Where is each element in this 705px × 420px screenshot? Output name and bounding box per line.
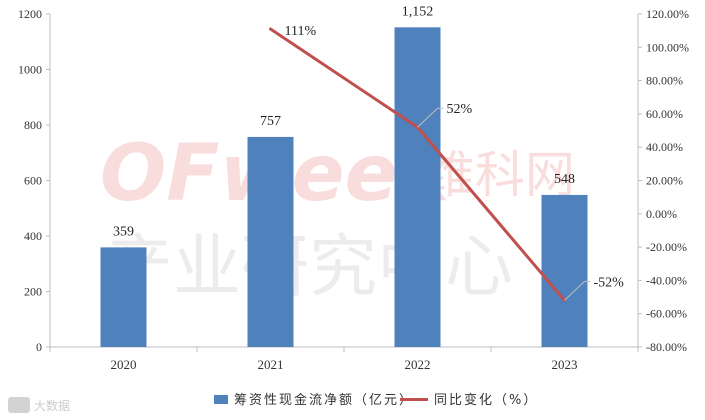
- bar-series: [100, 27, 588, 347]
- label-leader-line: [564, 281, 585, 301]
- y-left-tick-label: 1200: [18, 7, 42, 21]
- watermark-brand-cn: 维科网: [425, 146, 575, 204]
- y-left-tick-label: 0: [36, 340, 42, 354]
- x-tick-label: 2023: [552, 357, 578, 372]
- line-point: [269, 27, 272, 31]
- bar-value-label: 548: [554, 172, 575, 187]
- watermark: OFweek 维科网 产业研究中心: [100, 129, 575, 307]
- y-right-tick-label: 0.00%: [646, 207, 677, 221]
- line-value-label: -52%: [594, 275, 625, 290]
- line-value-label: 52%: [447, 102, 473, 117]
- bar: [247, 136, 294, 347]
- x-tick-label: 2022: [405, 357, 431, 372]
- source-tag-label: 大数据: [34, 398, 70, 413]
- x-tick-label: 2020: [111, 357, 137, 372]
- y-right-tick-label: -60.00%: [646, 307, 687, 321]
- bar: [394, 27, 441, 347]
- y-left-tick-label: 1000: [18, 63, 42, 77]
- y-right-tick-label: -80.00%: [646, 340, 687, 354]
- source-tag: 大数据: [8, 397, 70, 413]
- bar: [100, 247, 147, 347]
- label-leader-line: [417, 107, 438, 128]
- bar-value-label: 359: [113, 224, 134, 239]
- y-left-tick-label: 600: [24, 174, 42, 188]
- source-tag-icon: [8, 397, 30, 413]
- y-left-tick-label: 800: [24, 118, 42, 132]
- y-right-tick-label: -20.00%: [646, 240, 687, 254]
- x-tick-label: 2021: [258, 357, 284, 372]
- legend-swatch-bar: [214, 395, 228, 404]
- y-left-tick-label: 400: [24, 229, 42, 243]
- axes: 0 200 400 600 800 1000 1200 -80.00% -60.00% -40.0…: [18, 7, 689, 372]
- bar: [541, 194, 588, 347]
- y-right-tick-label: 100.00%: [646, 40, 689, 54]
- y-right-tick-label: 20.00%: [646, 174, 683, 188]
- y-right-tick-label: -40.00%: [646, 273, 687, 287]
- y-right-tick-label: 60.00%: [646, 107, 683, 121]
- legend: 筹资性现金流净额（亿元） 同比变化（%）: [214, 392, 538, 408]
- line-value-label: 111%: [285, 24, 317, 39]
- y-right-tick-label: 40.00%: [646, 140, 683, 154]
- watermark-subtitle: 产业研究中心: [105, 228, 513, 307]
- legend-label-bar: 筹资性现金流净额（亿元）: [234, 392, 414, 408]
- bar-value-label: 757: [260, 114, 281, 129]
- y-right-tick-label: 80.00%: [646, 74, 683, 88]
- y-left-tick-label: 200: [24, 285, 42, 299]
- bar-value-label: 1,152: [402, 4, 434, 19]
- legend-label-line: 同比变化（%）: [434, 392, 538, 408]
- y-right-tick-label: 120.00%: [646, 7, 689, 21]
- data-labels: 359 757 1,152 548 111% 52% -52%: [113, 4, 625, 301]
